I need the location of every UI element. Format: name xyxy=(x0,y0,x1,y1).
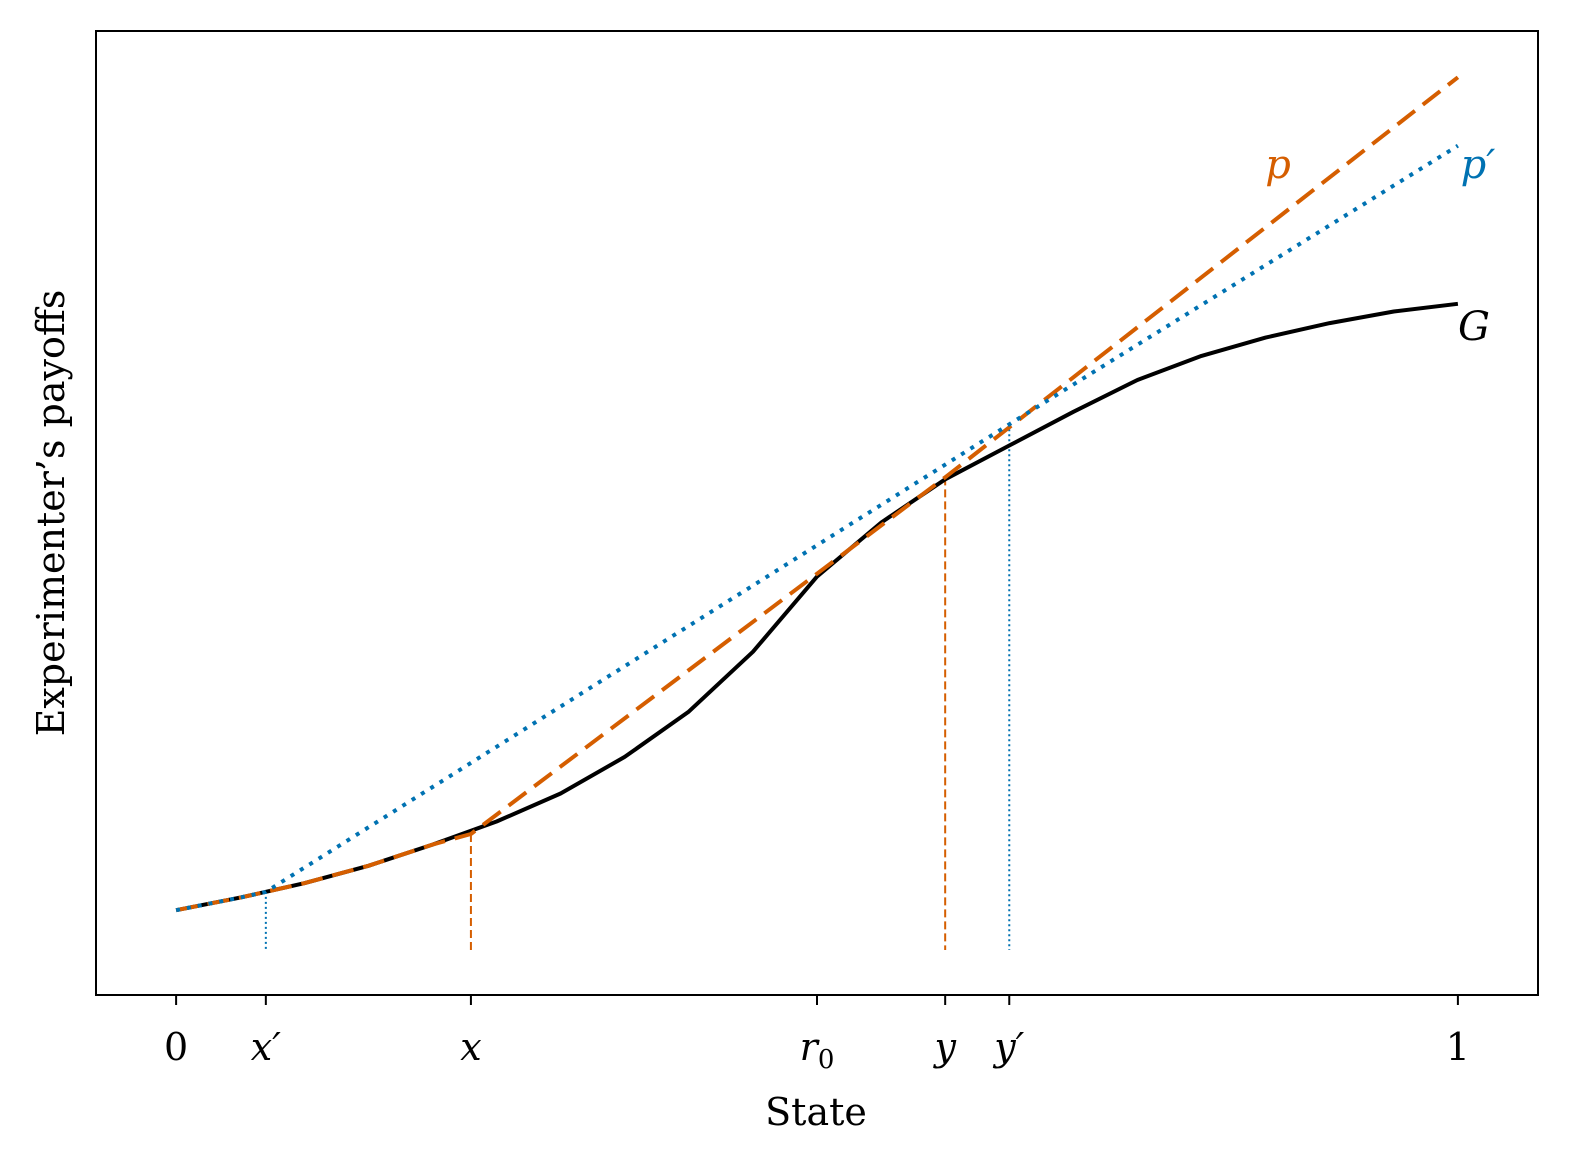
series-annotation-G: G xyxy=(1458,304,1490,350)
series-layer xyxy=(175,75,1460,913)
series-line-p xyxy=(175,75,1460,913)
x-tick-label: y xyxy=(932,1025,956,1069)
plot-frame xyxy=(95,30,1539,996)
series-annotation-p: p xyxy=(1265,142,1291,188)
series-line-p-prime xyxy=(175,144,1459,913)
annotations-layer: p p′ G xyxy=(1265,142,1495,350)
x-tick-label: 1 xyxy=(1446,1025,1470,1069)
x-tick-label: x xyxy=(460,1025,481,1069)
x-tick-label: y′ xyxy=(992,1025,1024,1069)
series-annotation-p-prime: p′ xyxy=(1461,142,1496,188)
x-tick-label: x′ xyxy=(251,1025,281,1069)
x-tick-label: 0 xyxy=(164,1025,188,1069)
x-axis-label: State xyxy=(765,1090,867,1134)
markers-layer xyxy=(264,424,1011,950)
y-axis-label: Experimenter’s payoffs xyxy=(29,290,73,737)
series-line-G xyxy=(175,301,1459,913)
ticks-layer: 0 x′ x r0 y y′ 1 xyxy=(164,995,1470,1075)
x-tick-label: r0 xyxy=(800,1025,835,1075)
